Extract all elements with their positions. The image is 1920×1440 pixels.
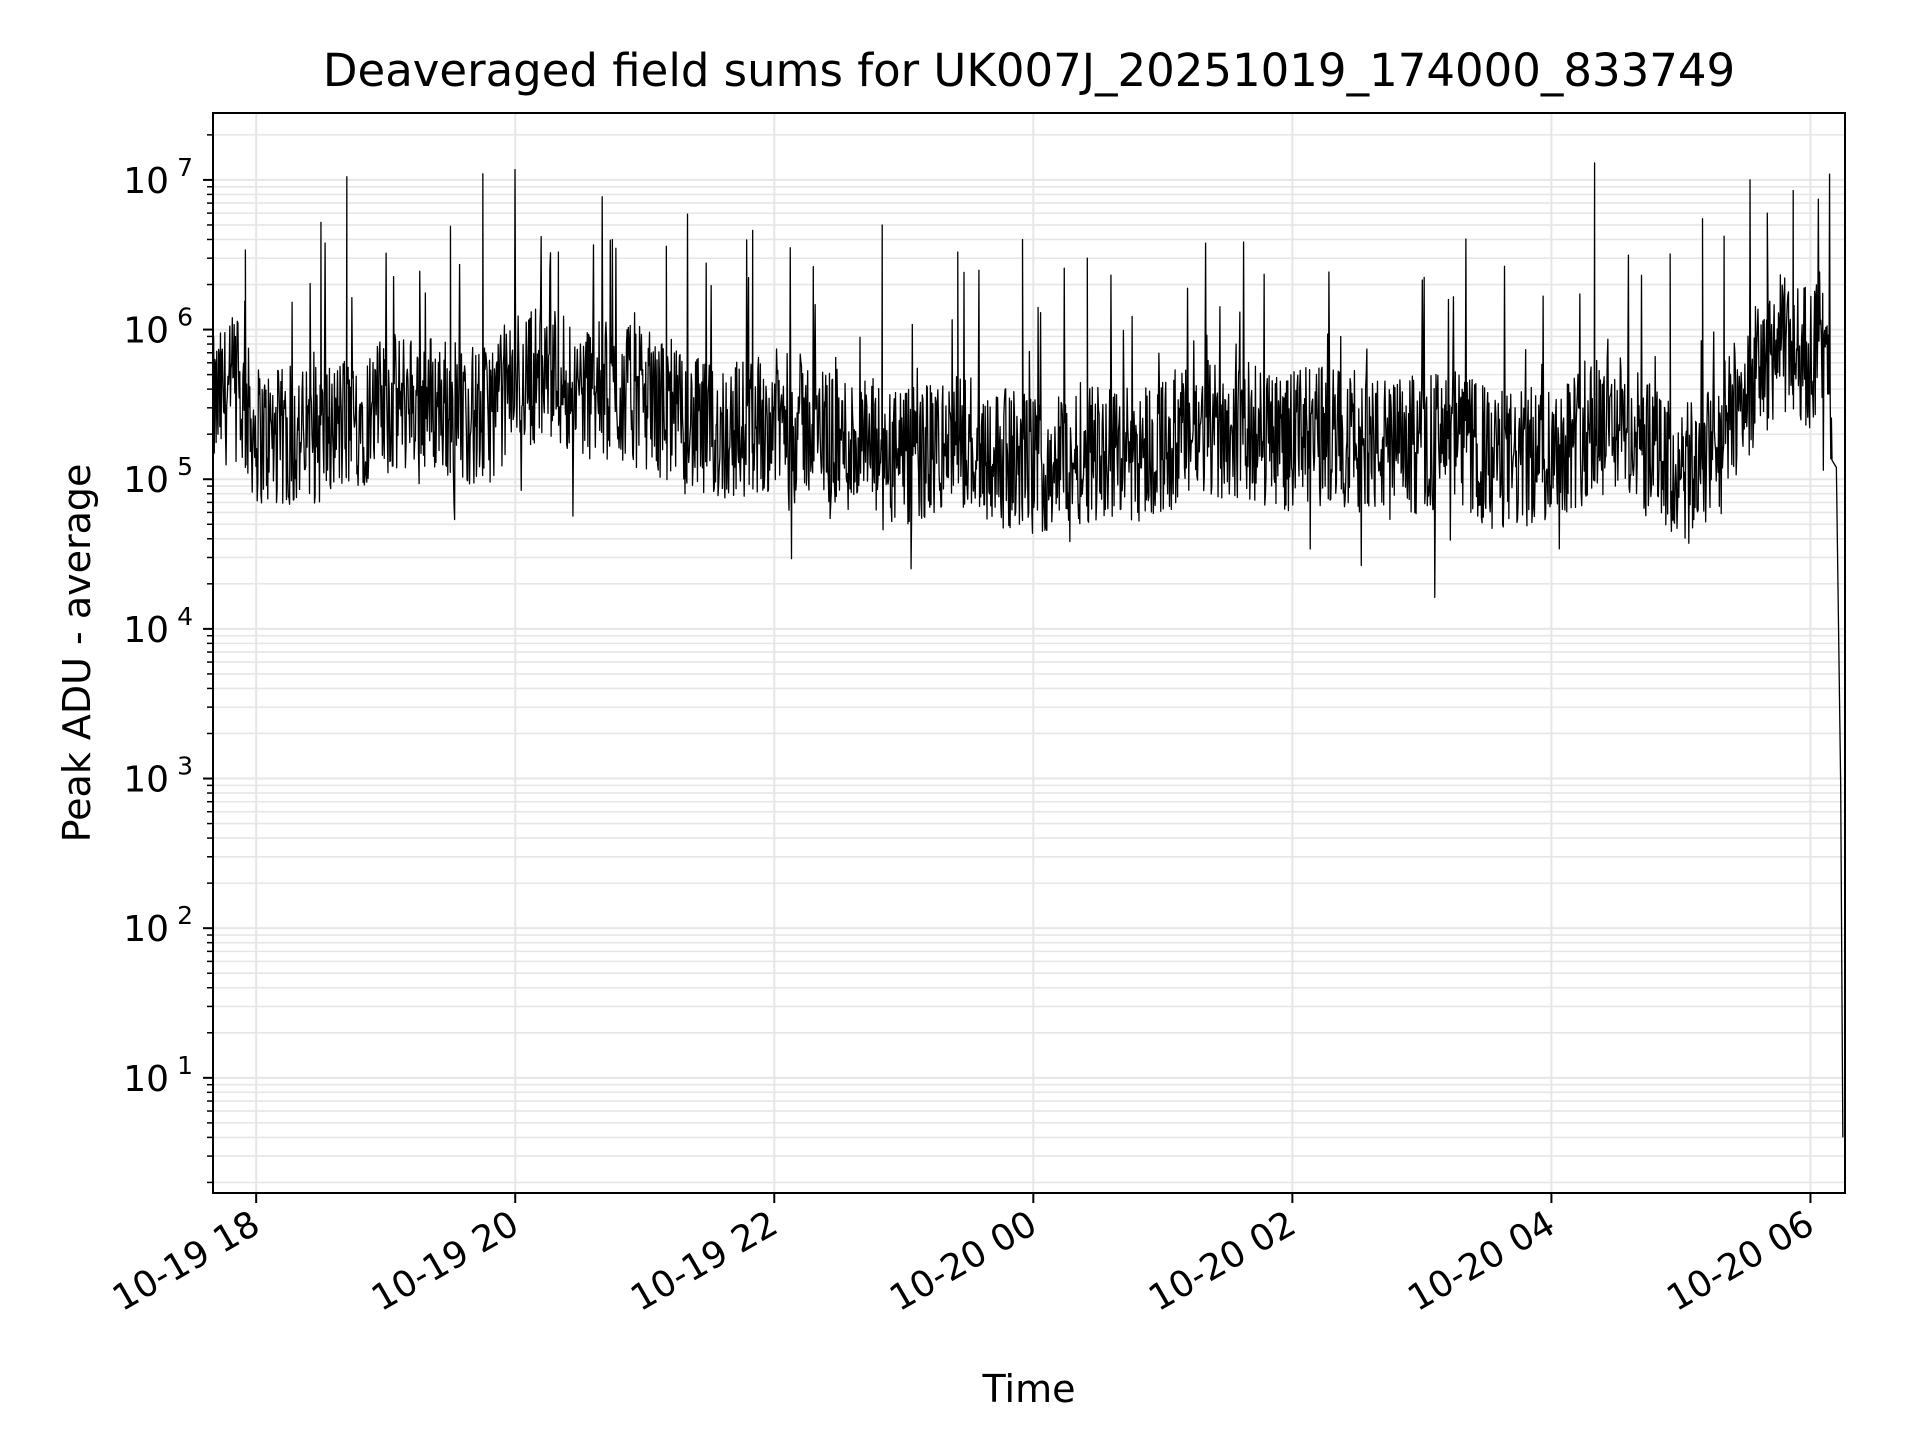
y-tick-label: 10: [123, 610, 169, 651]
plot-area: [212, 162, 1844, 1138]
series-line: [212, 162, 1844, 1138]
y-tick-exponent: 4: [177, 602, 193, 631]
y-tick-label: 10: [123, 460, 169, 501]
y-tick-exponent: 6: [177, 303, 193, 332]
y-tick-label: 10: [123, 311, 169, 352]
chart-title: Deaveraged field sums for UK007J_2025101…: [323, 44, 1735, 97]
y-axis: 10 1 10 2 10 3 10 4 10 5 10 6 10 7: [123, 134, 213, 1184]
y-tick-exponent: 3: [177, 752, 193, 781]
grid: [213, 113, 1845, 1193]
y-tick-exponent: 1: [177, 1051, 193, 1080]
y-tick-label: 10: [123, 161, 169, 202]
y-tick-label: 10: [123, 760, 169, 801]
y-axis-title: Peak ADU - average: [55, 464, 99, 843]
y-tick-label: 10: [123, 1059, 169, 1100]
plot-frame: [212, 112, 1846, 1194]
y-tick-label: 10: [123, 909, 169, 950]
x-axis-title: Time: [982, 1367, 1076, 1411]
y-tick-exponent: 7: [177, 153, 193, 182]
y-tick-exponent: 2: [177, 901, 193, 930]
y-tick-exponent: 5: [177, 452, 193, 481]
